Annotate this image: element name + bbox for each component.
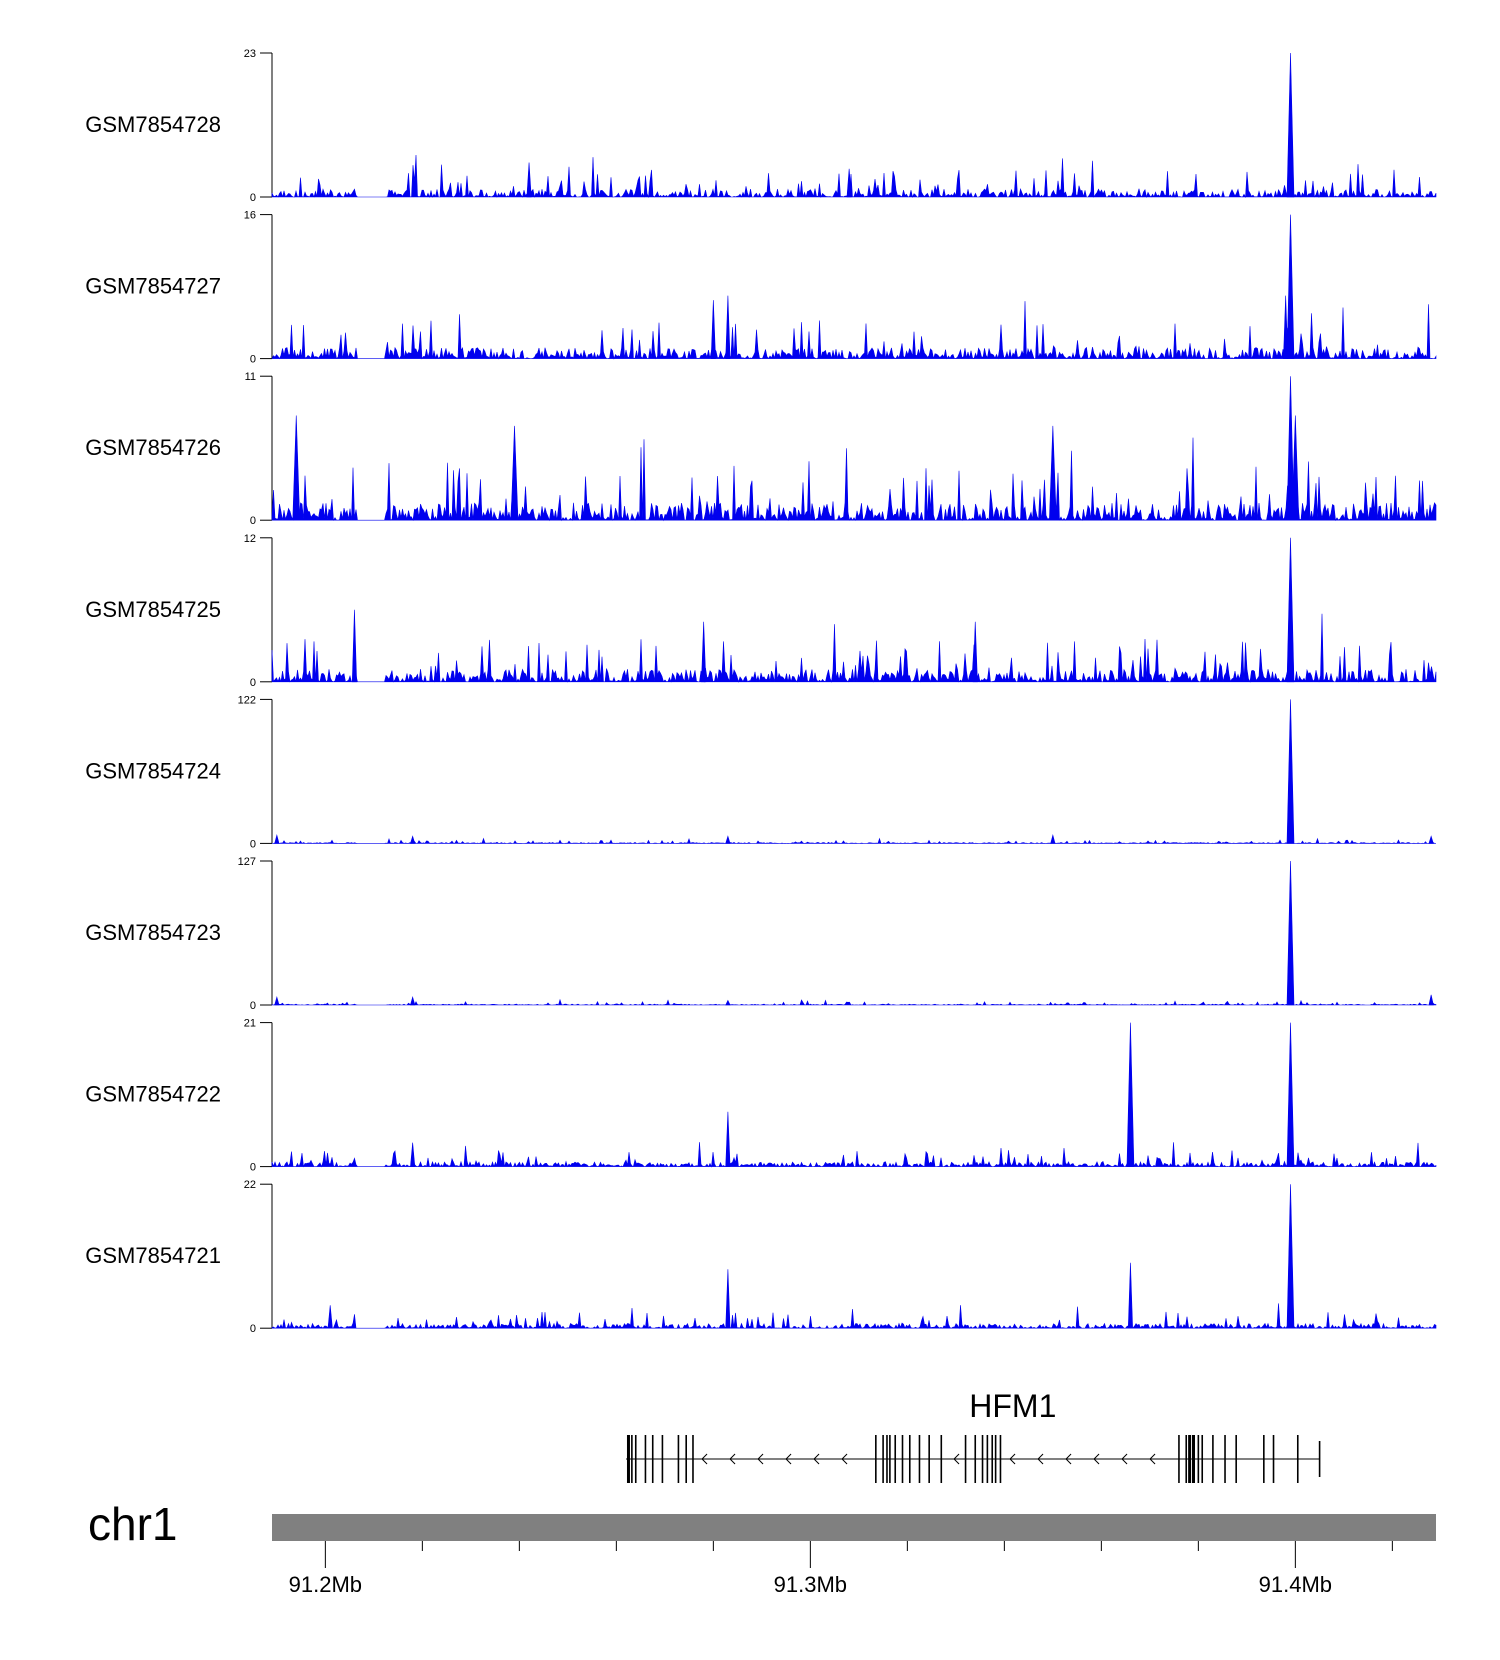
coverage-peak — [1286, 537, 1295, 683]
coverage-peak — [1049, 425, 1057, 521]
y-max-label: 16 — [244, 210, 256, 222]
y-max-label: 127 — [238, 856, 256, 868]
track-label: GSM7854726 — [85, 435, 221, 460]
coverage-tracks: GSM7854728230GSM7854727160GSM7854726110G… — [85, 48, 1437, 1335]
coverage-peak — [327, 1305, 333, 1329]
strand-arrow — [813, 1453, 820, 1465]
coverage-area — [271, 1142, 1437, 1168]
strand-arrow — [953, 1453, 960, 1465]
coverage-peak — [1286, 52, 1295, 198]
coverage-peak — [1286, 1184, 1295, 1329]
strand-arrow — [729, 1453, 736, 1465]
track-gsm7854723: GSM7854723 127 0 — [85, 856, 1437, 1012]
coverage-peak — [710, 300, 716, 359]
y-max-label: 21 — [244, 1018, 256, 1030]
chromosome-axis: chr1 91.2Mb 91.3Mb 91.4Mb — [88, 1498, 1436, 1597]
coverage-peak — [725, 999, 731, 1006]
track-label: GSM7854723 — [85, 920, 221, 945]
y-max-label: 122 — [238, 694, 256, 706]
y-min-label: 0 — [250, 1000, 256, 1012]
coverage-peak — [410, 995, 416, 1006]
y-min-label: 0 — [250, 192, 256, 204]
coverage-peak — [1283, 295, 1289, 359]
track-gsm7854722: GSM7854722 21 0 — [85, 1018, 1437, 1174]
coverage-area — [271, 613, 1437, 683]
strand-arrow — [1065, 1453, 1072, 1465]
coverage-area — [271, 154, 1437, 199]
strand-arrow — [785, 1453, 792, 1465]
coverage-peak — [701, 621, 707, 683]
coverage-peak — [292, 415, 301, 521]
coverage-peak — [1050, 833, 1056, 844]
coverage-peak — [725, 295, 731, 359]
y-max-label: 22 — [244, 1179, 256, 1191]
track-label: GSM7854721 — [85, 1243, 221, 1268]
coverage-peak — [274, 833, 280, 844]
coverage-area — [271, 1303, 1437, 1330]
y-min-label: 0 — [250, 677, 256, 689]
coverage-area — [271, 998, 1437, 1006]
coverage-peak — [972, 621, 978, 683]
track-label: GSM7854724 — [85, 758, 221, 783]
strand-arrow — [701, 1453, 708, 1465]
track-label: GSM7854722 — [85, 1082, 221, 1107]
y-min-label: 0 — [250, 1323, 256, 1335]
coverage-peak — [1127, 1262, 1133, 1329]
coverage-peak — [1286, 860, 1295, 1006]
track-gsm7854727: GSM7854727 16 0 — [85, 210, 1437, 366]
strand-arrow — [1121, 1453, 1128, 1465]
coverage-area — [271, 301, 1437, 360]
track-gsm7854721: GSM7854721 22 0 — [85, 1179, 1437, 1335]
gene-name-label: HFM1 — [969, 1388, 1056, 1424]
y-min-label: 0 — [250, 838, 256, 850]
track-label: GSM7854725 — [85, 597, 221, 622]
coverage-peak — [410, 835, 416, 844]
strand-arrow — [1093, 1453, 1100, 1465]
coverage-peak — [1286, 214, 1295, 359]
y-min-label: 0 — [250, 354, 256, 366]
track-label: GSM7854727 — [85, 274, 221, 299]
strand-arrow — [1037, 1453, 1044, 1465]
y-min-label: 0 — [250, 515, 256, 527]
y-max-label: 11 — [245, 371, 256, 383]
coverage-peak — [410, 1142, 416, 1167]
coverage-peak — [274, 995, 280, 1006]
track-label: GSM7854728 — [85, 112, 221, 137]
tick-label: 91.2Mb — [289, 1572, 362, 1597]
y-max-label: 12 — [244, 533, 256, 545]
tick-label: 91.4Mb — [1259, 1572, 1332, 1597]
coverage-peak — [1286, 699, 1295, 844]
tick-label: 91.3Mb — [774, 1572, 847, 1597]
coverage-peak — [526, 162, 532, 198]
coverage-peak — [1286, 376, 1295, 521]
coverage-area — [271, 437, 1437, 522]
y-min-label: 0 — [250, 1162, 256, 1174]
track-gsm7854728: GSM7854728 23 0 — [85, 48, 1437, 204]
strand-arrow — [841, 1453, 848, 1465]
coverage-peak — [725, 1269, 731, 1329]
y-max-label: 23 — [244, 48, 256, 60]
gene-track: HFM1 — [626, 1388, 1321, 1483]
strand-arrow — [1149, 1453, 1156, 1465]
coverage-peak — [510, 425, 519, 521]
coverage-peak — [725, 1111, 731, 1167]
coverage-peak — [351, 609, 357, 683]
track-gsm7854724: GSM7854724 122 0 — [85, 694, 1437, 850]
coverage-peak — [1428, 994, 1434, 1006]
strand-arrow — [1009, 1453, 1016, 1465]
chromosome-label: chr1 — [88, 1498, 177, 1550]
chromosome-bar — [272, 1514, 1436, 1541]
track-gsm7854726: GSM7854726 11 0 — [85, 371, 1437, 527]
coverage-peak — [725, 835, 731, 844]
coverage-peak — [846, 168, 852, 198]
coverage-peak — [1291, 415, 1300, 521]
coverage-peak — [1286, 1022, 1295, 1167]
track-gsm7854725: GSM7854725 12 0 — [85, 533, 1437, 689]
coverage-peak — [1126, 1022, 1135, 1167]
strand-arrow — [757, 1453, 764, 1465]
coverage-peak — [1428, 835, 1434, 844]
coverage-area — [272, 837, 1437, 844]
